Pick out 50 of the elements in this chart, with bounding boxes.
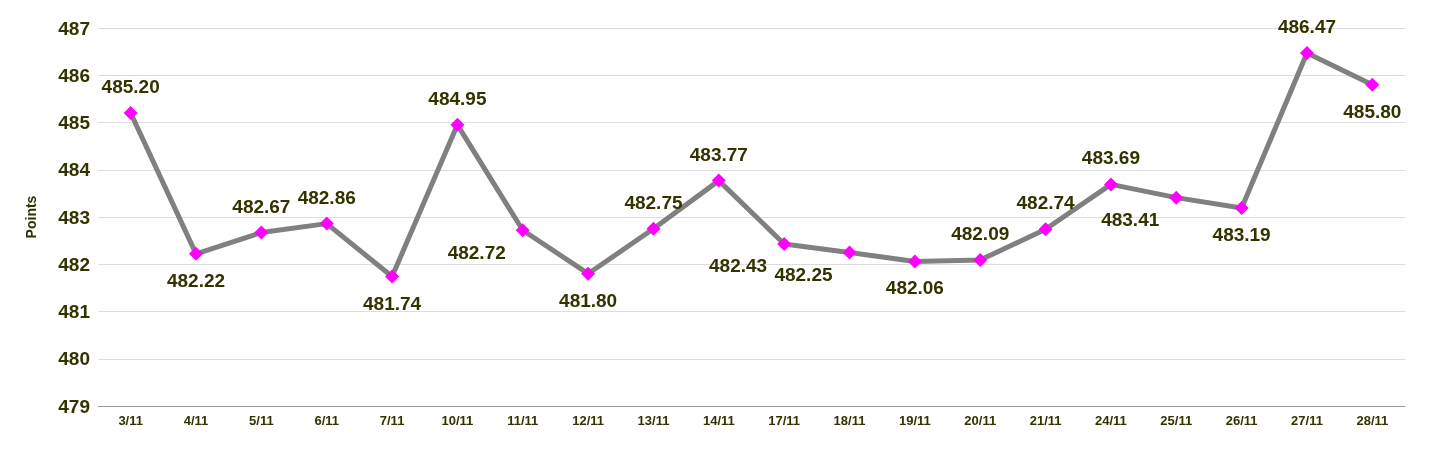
x-tick-label: 6/11 xyxy=(314,413,340,428)
data-label: 485.20 xyxy=(101,76,160,98)
data-label: 485.80 xyxy=(1343,100,1402,122)
x-tick-label: 3/11 xyxy=(118,413,143,428)
y-tick-label: 485 xyxy=(58,112,91,133)
y-tick-label: 486 xyxy=(58,64,90,86)
data-label: 482.86 xyxy=(297,186,356,208)
data-label: 483.77 xyxy=(689,143,748,165)
data-label: 482.67 xyxy=(232,195,291,217)
x-tick-label: 25/11 xyxy=(1160,413,1193,428)
data-label: 481.80 xyxy=(559,289,618,311)
data-label: 482.75 xyxy=(624,191,683,213)
data-label: 483.41 xyxy=(1101,209,1160,231)
x-tick-label: 19/11 xyxy=(898,413,931,428)
y-tick-label: 482 xyxy=(58,253,90,275)
y-tick-label: 481 xyxy=(58,301,91,322)
x-tick-label: 7/11 xyxy=(379,413,405,428)
y-axis-title: Points xyxy=(23,195,39,239)
y-tick-label: 480 xyxy=(58,348,90,370)
x-tick-label: 26/11 xyxy=(1225,413,1258,428)
y-tick-label: 487 xyxy=(58,17,90,39)
data-label: 486.47 xyxy=(1277,16,1337,38)
x-tick-label: 28/11 xyxy=(1356,413,1389,428)
x-tick-label: 18/11 xyxy=(833,413,866,428)
x-tick-label: 17/11 xyxy=(768,413,801,428)
y-tick-label: 483 xyxy=(58,206,90,228)
data-label: 482.06 xyxy=(885,277,944,299)
x-tick-label: 13/11 xyxy=(637,413,670,428)
data-label: 482.22 xyxy=(166,269,226,291)
x-tick-label: 12/11 xyxy=(572,413,605,428)
x-tick-label: 10/11 xyxy=(441,413,474,428)
data-label: 483.69 xyxy=(1081,147,1140,169)
data-label: 482.09 xyxy=(951,223,1010,244)
x-tick-label: 4/11 xyxy=(183,413,209,428)
data-label: 483.19 xyxy=(1212,224,1271,246)
x-tick-label: 27/11 xyxy=(1291,413,1323,428)
x-tick-label: 24/11 xyxy=(1095,413,1127,428)
y-tick-label: 484 xyxy=(58,159,91,181)
x-tick-label: 11/11 xyxy=(507,413,539,428)
data-label: 484.95 xyxy=(428,87,487,109)
y-tick-label: 479 xyxy=(58,395,90,417)
data-label: 482.43 xyxy=(709,255,768,277)
data-label: 482.74 xyxy=(1016,192,1076,214)
x-tick-label: 20/11 xyxy=(964,413,997,428)
x-tick-label: 21/11 xyxy=(1029,413,1062,428)
data-label: 481.74 xyxy=(363,292,422,314)
data-label: 482.25 xyxy=(774,263,833,285)
x-tick-label: 5/11 xyxy=(249,413,274,428)
data-label: 482.72 xyxy=(447,241,506,263)
x-tick-label: 14/11 xyxy=(702,413,735,428)
